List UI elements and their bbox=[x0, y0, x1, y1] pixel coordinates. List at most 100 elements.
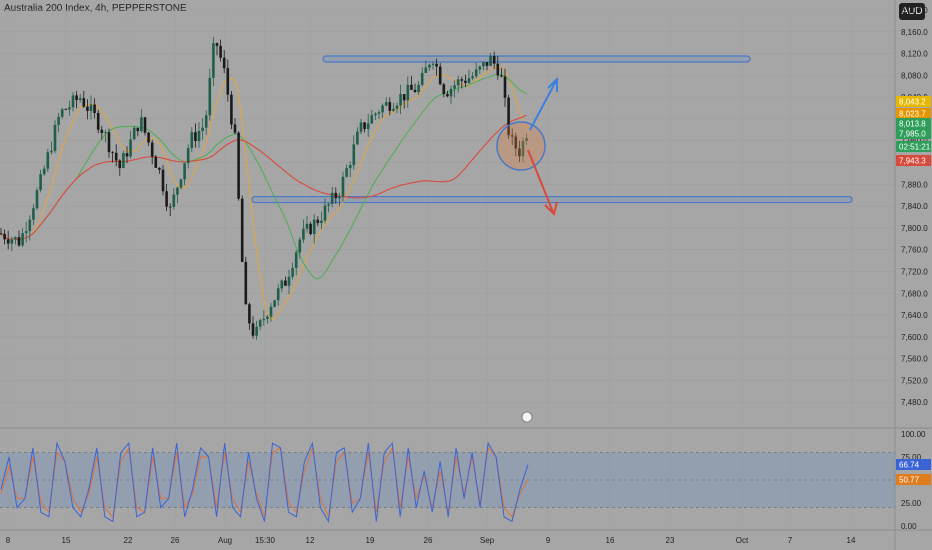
stoch-tick-label: 75.00 bbox=[901, 453, 922, 462]
candle-body bbox=[420, 72, 424, 85]
candle-body bbox=[500, 75, 503, 77]
stoch-tag-label: 66.74 bbox=[899, 461, 920, 470]
zones bbox=[251, 55, 853, 204]
candle-body bbox=[248, 304, 251, 324]
candle-body bbox=[21, 233, 24, 246]
candle-body bbox=[273, 300, 276, 307]
x-tick-label: 23 bbox=[666, 536, 675, 545]
candle-body bbox=[395, 105, 399, 109]
candle-body bbox=[60, 109, 64, 117]
price-tag-bg bbox=[896, 108, 931, 119]
stoch-tag-label: 50.77 bbox=[899, 476, 920, 485]
candle-body bbox=[208, 77, 212, 116]
candle-body bbox=[276, 288, 280, 301]
y-tick-label: 7,520.0 bbox=[901, 376, 928, 385]
candle-body bbox=[35, 190, 39, 209]
candle-body bbox=[143, 117, 147, 133]
x-tick-label: 15 bbox=[62, 536, 71, 545]
candle-body bbox=[330, 192, 334, 204]
candle-body bbox=[28, 219, 32, 232]
candle-body bbox=[172, 194, 176, 207]
candle-body bbox=[363, 122, 366, 130]
candle-body bbox=[302, 228, 305, 240]
candle-body bbox=[266, 316, 269, 320]
candle-body bbox=[150, 142, 154, 157]
stoch-tick-label: 100.00 bbox=[901, 430, 926, 439]
price-tag-label: 8,013.8 bbox=[899, 120, 926, 129]
ma-mid bbox=[0, 74, 527, 280]
candle-body bbox=[183, 163, 186, 180]
candle-body bbox=[75, 95, 78, 101]
y-tick-label: 7,560.0 bbox=[901, 355, 928, 364]
candle-body bbox=[132, 127, 136, 140]
candle-body bbox=[129, 139, 132, 157]
candle-body bbox=[42, 168, 46, 175]
candle-body bbox=[258, 320, 262, 327]
candle-body bbox=[10, 239, 14, 244]
y-tick-label: 7,680.0 bbox=[901, 289, 928, 298]
x-tick-label: 14 bbox=[847, 536, 856, 545]
candle-body bbox=[212, 43, 215, 78]
candle-body bbox=[446, 94, 449, 97]
candle-body bbox=[230, 94, 233, 125]
candle-body bbox=[3, 233, 6, 240]
x-tick-label: Sep bbox=[480, 536, 495, 545]
x-tick-label: 22 bbox=[124, 536, 133, 545]
candle-body bbox=[140, 117, 143, 132]
candle-body bbox=[197, 130, 201, 142]
candle-body bbox=[316, 219, 320, 224]
candle-body bbox=[424, 67, 428, 73]
candle-body bbox=[100, 129, 104, 133]
y-tick-label: 7,760.0 bbox=[901, 246, 928, 255]
y-tick-label: 7,800.0 bbox=[901, 224, 928, 233]
candle-body bbox=[345, 168, 348, 177]
candle-body bbox=[323, 205, 327, 221]
x-tick-label: 7 bbox=[788, 536, 793, 545]
candle-body bbox=[237, 132, 240, 199]
candle-body bbox=[222, 57, 226, 69]
currency-badge[interactable]: AUD bbox=[899, 3, 925, 20]
candle-body bbox=[165, 191, 168, 207]
candle-body bbox=[359, 122, 363, 132]
candle-body bbox=[431, 63, 435, 65]
candle-body bbox=[262, 319, 266, 321]
candle-body bbox=[122, 153, 125, 169]
candle-body bbox=[492, 56, 496, 64]
price-tag-bg bbox=[896, 155, 931, 166]
candle-body bbox=[327, 203, 330, 206]
candle-body bbox=[93, 104, 96, 113]
candle-body bbox=[381, 105, 384, 113]
candle-body bbox=[392, 108, 395, 111]
candle-body bbox=[377, 112, 381, 114]
price-tags: 8,043.2 8,023.78,013.87,985.0 02:51:21 7,94… bbox=[896, 96, 931, 485]
candle-body bbox=[406, 84, 410, 101]
candle-body bbox=[46, 152, 50, 169]
candle-body bbox=[341, 176, 345, 197]
candle-body bbox=[17, 237, 21, 246]
candle-body bbox=[104, 132, 107, 134]
stoch-tag-bg bbox=[896, 474, 931, 485]
price-tag-bg bbox=[896, 118, 931, 129]
candle-body bbox=[298, 239, 302, 253]
stoch-k-line bbox=[0, 441, 529, 523]
candle-body bbox=[320, 220, 323, 224]
x-tick-label: 15:30 bbox=[255, 536, 276, 545]
candle-body bbox=[284, 280, 287, 286]
candle-body bbox=[525, 138, 528, 141]
candle-body bbox=[402, 94, 406, 101]
candle-body bbox=[244, 261, 248, 305]
price-tag-bg bbox=[896, 128, 931, 139]
moving-averages bbox=[0, 66, 528, 320]
y-tick-label: 8,080.0 bbox=[901, 71, 928, 80]
y-tick-label: 7,480.0 bbox=[901, 398, 928, 407]
x-tick-label: 16 bbox=[606, 536, 615, 545]
price-tag-bg bbox=[896, 96, 931, 107]
candle-body bbox=[111, 152, 114, 153]
candle-body bbox=[478, 66, 482, 70]
candle-body bbox=[428, 64, 431, 68]
candle-body bbox=[107, 132, 111, 153]
candle-body bbox=[71, 95, 75, 108]
candle-body bbox=[352, 144, 356, 166]
